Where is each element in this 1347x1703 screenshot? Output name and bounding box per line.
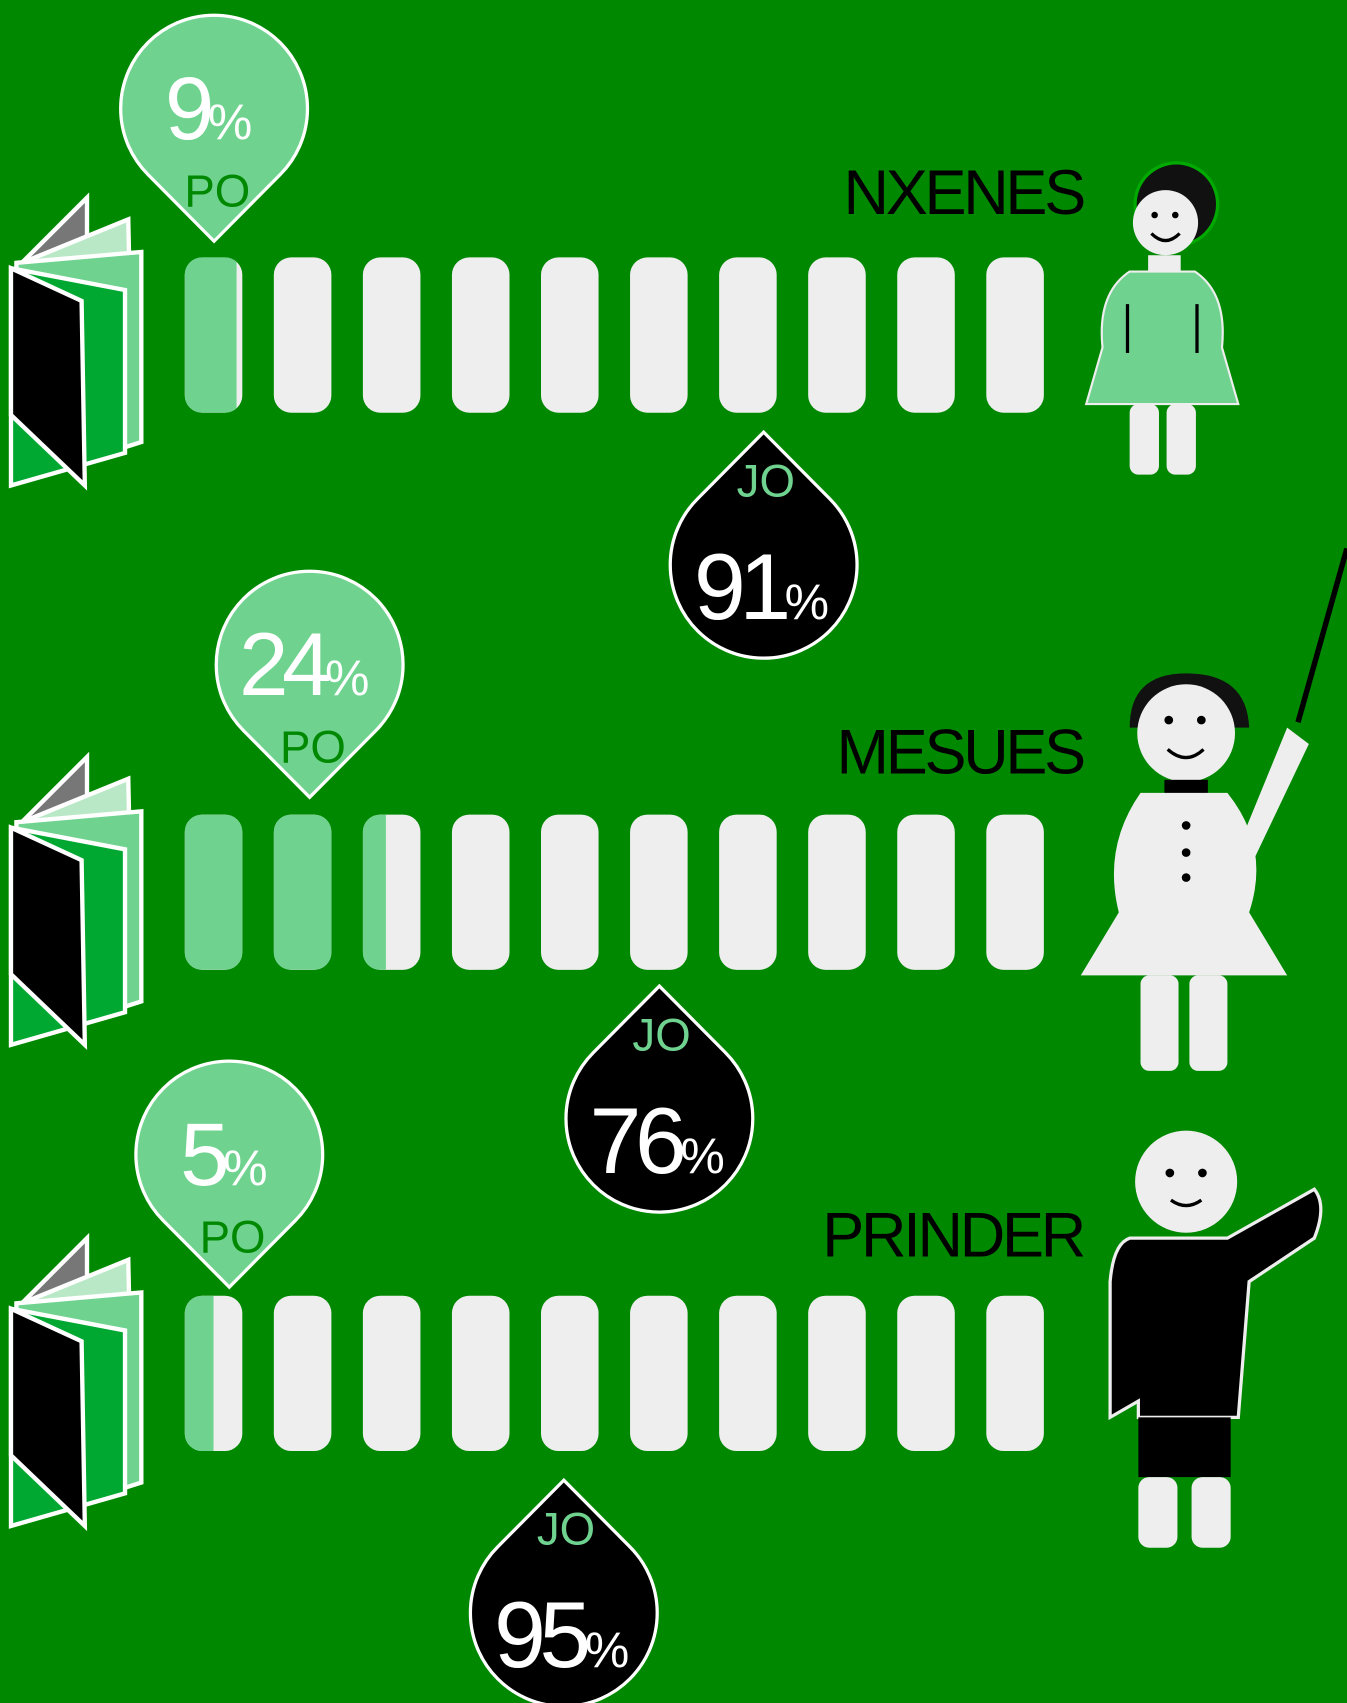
group-label: NXENES xyxy=(843,158,1084,228)
bar-pill xyxy=(273,257,332,413)
jo-label: JO xyxy=(537,1503,595,1554)
jo-percent: 76% xyxy=(590,1088,724,1193)
group-label: MESUES xyxy=(837,717,1085,787)
jo-marker xyxy=(564,983,755,1214)
jo-value: 76 xyxy=(590,1088,683,1193)
po-bar-fill xyxy=(362,814,386,970)
po-unit: % xyxy=(223,1140,266,1196)
bar-pill xyxy=(362,257,421,413)
po-marker xyxy=(134,1059,325,1290)
bar-pill xyxy=(451,257,510,413)
jo-percent: 95% xyxy=(494,1582,628,1687)
bar-pill xyxy=(451,814,510,970)
bar-pill xyxy=(808,1295,866,1452)
bar-pill xyxy=(362,1295,421,1452)
bar-pill xyxy=(630,1295,688,1452)
bar-pill xyxy=(719,257,777,413)
jo-unit: % xyxy=(785,574,828,630)
bar-pill xyxy=(897,1295,955,1452)
jo-label: JO xyxy=(632,1009,690,1060)
po-value: 5 xyxy=(180,1104,226,1204)
po-fill xyxy=(184,257,237,413)
bar-pill xyxy=(719,1295,777,1452)
bar-pill xyxy=(808,814,866,970)
po-marker xyxy=(214,569,405,800)
bar-pill xyxy=(808,257,866,413)
teacher-figure xyxy=(1080,547,1347,1071)
group-label: PRINDER xyxy=(822,1201,1083,1271)
jo-unit: % xyxy=(585,1622,628,1678)
bar-pill xyxy=(719,814,777,970)
po-fill xyxy=(184,814,386,970)
jo-value: 91 xyxy=(694,534,787,639)
po-label: PO xyxy=(280,721,346,772)
bar-pill xyxy=(540,1295,599,1452)
jo-percent: 91% xyxy=(694,534,828,639)
po-bar-fill xyxy=(184,814,243,970)
student-figure xyxy=(1084,161,1240,475)
bar-pill xyxy=(986,814,1044,970)
po-value: 9 xyxy=(165,58,211,158)
jo-value: 95 xyxy=(494,1582,588,1687)
bar-pill xyxy=(451,1295,510,1452)
parent-figure xyxy=(1108,1130,1323,1548)
bar-pill xyxy=(540,814,599,970)
bar-pill xyxy=(540,257,599,413)
jo-label: JO xyxy=(737,455,795,506)
po-label: PO xyxy=(200,1211,266,1262)
po-bar-fill xyxy=(273,814,332,970)
po-marker xyxy=(119,13,310,244)
jo-marker xyxy=(468,1477,659,1703)
bar-pill xyxy=(986,1295,1044,1452)
jo-unit: % xyxy=(680,1128,723,1184)
bar-pill xyxy=(897,814,955,970)
bar-pill xyxy=(630,814,688,970)
po-value: 24 xyxy=(239,614,329,714)
bar-pill xyxy=(986,257,1044,413)
bar-pill xyxy=(273,1295,332,1452)
po-unit: % xyxy=(208,94,251,150)
po-bar-fill xyxy=(184,257,237,413)
po-label: PO xyxy=(184,165,250,216)
jo-marker xyxy=(668,429,859,660)
bar-pill xyxy=(630,257,688,413)
po-unit: % xyxy=(325,650,368,706)
bar-pill xyxy=(897,257,955,413)
po-bar-fill xyxy=(184,1295,214,1452)
po-fill xyxy=(184,1295,214,1452)
